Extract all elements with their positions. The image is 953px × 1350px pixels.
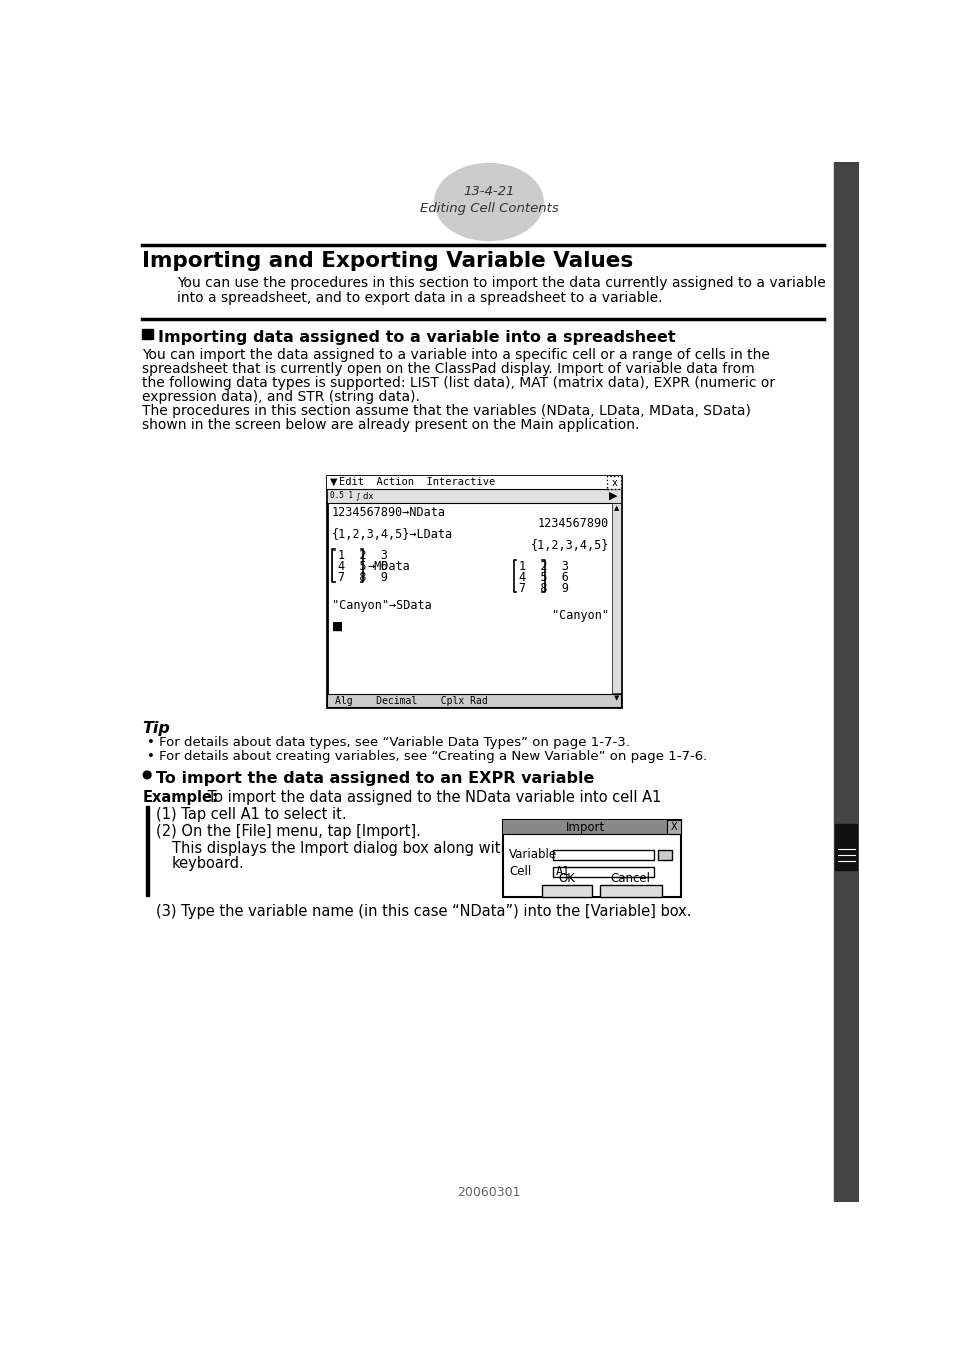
Bar [327,477,620,707]
Text: Edit  Action  Interactive: Edit Action Interactive [339,477,495,487]
Text: expression data), and STR (string data).: expression data), and STR (string data). [142,390,420,404]
Text: 7  8  9: 7 8 9 [337,571,387,583]
Text: {1,2,3,4,5}: {1,2,3,4,5} [530,539,608,552]
Text: Editing Cell Contents: Editing Cell Contents [419,201,558,215]
Ellipse shape [435,163,542,240]
Text: • For details about creating variables, see “Creating a New Variable” on page 1-: • For details about creating variables, … [147,749,707,763]
Text: ▲: ▲ [614,505,618,510]
Text: • For details about data types, see “Variable Data Types” on page 1-7-3.: • For details about data types, see “Var… [147,736,629,749]
Text: 20060301: 20060301 [456,1187,520,1199]
Bar [327,489,620,504]
Circle shape [143,771,151,779]
Text: 7  8  9: 7 8 9 [518,582,568,594]
Bar [142,329,152,339]
Bar [599,886,661,898]
Bar [541,886,592,898]
Text: 1234567890→NData: 1234567890→NData [332,506,445,520]
Bar [658,849,671,860]
Text: (3) Type the variable name (in this case “NData”) into the [Variable] box.: (3) Type the variable name (in this case… [156,903,691,918]
Bar [553,867,654,878]
Bar [327,477,620,489]
Text: →MData: →MData [367,560,410,574]
Text: into a spreadsheet, and to export data in a spreadsheet to a variable.: into a spreadsheet, and to export data i… [177,290,662,305]
Bar [502,821,666,834]
Bar [327,694,620,707]
Text: This displays the Import dialog box along with a soft: This displays the Import dialog box alon… [172,841,555,856]
Text: ∫ dx: ∫ dx [356,491,374,500]
Text: 13-4-21: 13-4-21 [463,185,514,197]
Text: "Canyon"→SData: "Canyon"→SData [332,598,431,612]
Text: 1234567890: 1234567890 [537,517,608,531]
Text: To import the data assigned to an EXPR variable: To import the data assigned to an EXPR v… [156,771,595,786]
Text: (2) On the [File] menu, tap [Import].: (2) On the [File] menu, tap [Import]. [156,825,421,840]
Text: Import: Import [565,821,604,834]
Bar [502,821,680,898]
Text: OK: OK [558,872,575,886]
Text: Importing and Exporting Variable Values: Importing and Exporting Variable Values [142,251,633,270]
Bar [553,849,654,860]
Text: A1: A1 [555,865,569,878]
Text: Alg    Decimal    Cplx Rad: Alg Decimal Cplx Rad [335,695,487,706]
Text: Tip: Tip [142,721,171,736]
Text: keyboard.: keyboard. [172,856,244,871]
Text: Cancel: Cancel [610,872,650,886]
Bar [666,821,680,834]
Text: x: x [611,478,617,489]
Text: "Canyon": "Canyon" [552,609,608,622]
Text: 4  5  6: 4 5 6 [518,571,568,583]
Text: (1) Tap cell A1 to select it.: (1) Tap cell A1 to select it. [156,807,347,822]
Text: 4  5  6: 4 5 6 [337,560,387,574]
Text: the following data types is supported: LIST (list data), MAT (matrix data), EXPR: the following data types is supported: L… [142,377,775,390]
Text: The procedures in this section assume that the variables (NData, LData, MData, S: The procedures in this section assume th… [142,404,751,417]
Text: You can import the data assigned to a variable into a specific cell or a range o: You can import the data assigned to a va… [142,348,770,362]
Bar [612,504,620,694]
Text: Cell: Cell [509,865,531,878]
Text: ▼: ▼ [614,695,618,702]
Bar [607,477,620,489]
Text: ▼: ▼ [330,477,337,487]
Bar [833,162,858,1202]
Text: Importing data assigned to a variable into a spreadsheet: Importing data assigned to a variable in… [158,329,675,344]
Text: Variable: Variable [509,848,557,861]
Bar [146,806,149,896]
Text: You can use the procedures in this section to import the data currently assigned: You can use the procedures in this secti… [177,275,825,290]
Text: spreadsheet that is currently open on the ClassPad display. Import of variable d: spreadsheet that is currently open on th… [142,362,755,377]
Text: X: X [670,822,677,833]
Text: To import the data assigned to the NData variable into cell A1: To import the data assigned to the NData… [203,790,660,806]
Text: shown in the screen below are already present on the Main application.: shown in the screen below are already pr… [142,417,639,432]
Bar [835,825,856,871]
Text: 1  2  3: 1 2 3 [337,549,387,563]
Text: 1  2  3: 1 2 3 [518,560,568,574]
Text: ■: ■ [332,620,342,633]
Text: 0.5 1: 0.5 1 [330,491,353,500]
Text: {1,2,3,4,5}→LData: {1,2,3,4,5}→LData [332,528,453,541]
Text: Example:: Example: [142,790,218,806]
Text: ▶: ▶ [608,491,617,501]
